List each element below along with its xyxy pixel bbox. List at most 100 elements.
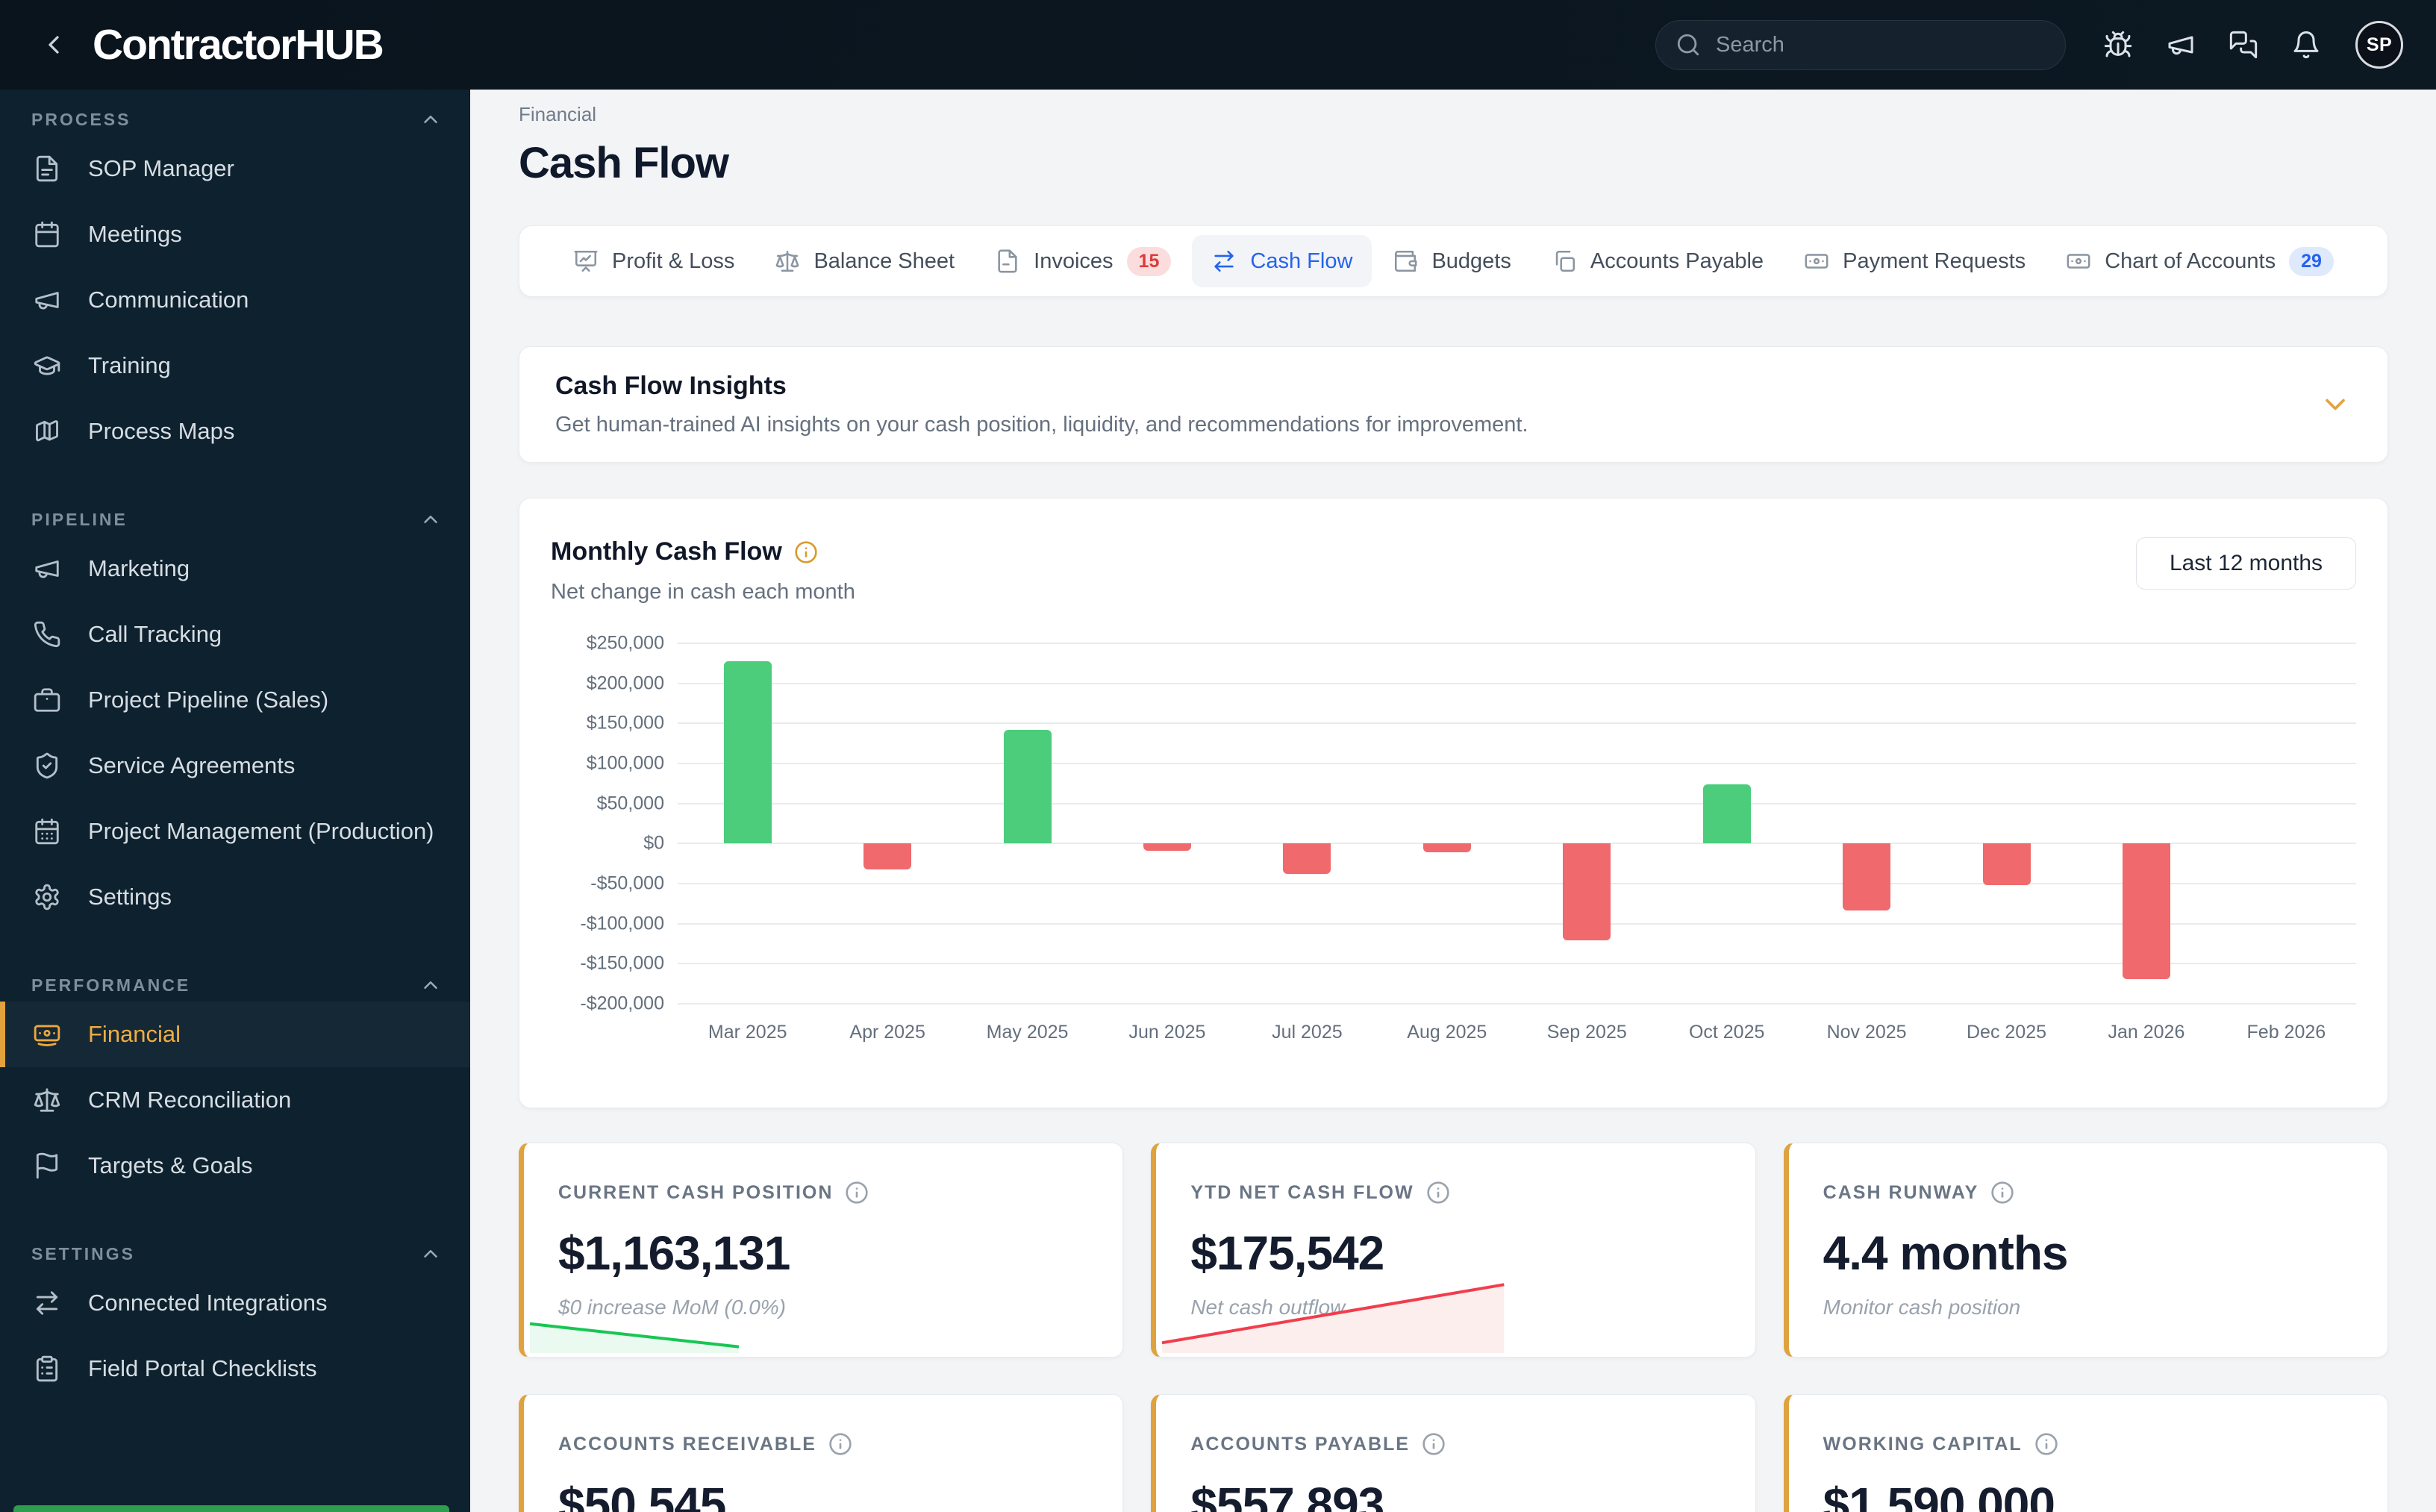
arrows-exchange-icon <box>1214 250 1234 272</box>
sidebar-section-header-settings[interactable]: SETTINGS <box>0 1237 470 1270</box>
clipboard-list-icon <box>36 1355 58 1382</box>
back-button[interactable] <box>33 24 75 66</box>
info-icon[interactable] <box>2034 1432 2058 1456</box>
search-input[interactable] <box>1716 32 2046 57</box>
sidebar-item-sop-manager[interactable]: SOP Manager <box>0 136 470 202</box>
accounts-payable-card: ACCOUNTS PAYABLE $557,893 <box>1151 1394 1756 1512</box>
monthly-cash-flow-card: Monthly Cash Flow Net change in cash eac… <box>519 498 2388 1108</box>
x-axis-label: Mar 2025 <box>708 1022 787 1043</box>
flag-icon <box>36 1152 58 1179</box>
bar-column <box>678 643 817 1004</box>
sidebar-item-training[interactable]: Training <box>0 333 470 399</box>
sidebar-section-performance: PERFORMANCE Financial CRM Reconciliation… <box>0 969 470 1199</box>
sidebar-item-project-management[interactable]: Project Management (Production) <box>0 799 470 864</box>
tab-chart-of-accounts[interactable]: Chart of Accounts 29 <box>2046 234 2353 290</box>
sidebar-item-call-tracking[interactable]: Call Tracking <box>0 602 470 667</box>
shield-check-icon <box>36 752 58 779</box>
info-icon[interactable] <box>1422 1432 1446 1456</box>
info-icon[interactable] <box>828 1432 852 1456</box>
gridline <box>678 762 2356 764</box>
date-range-selector[interactable]: Last 12 months <box>2136 537 2356 590</box>
sidebar-section-process: PROCESS SOP Manager Meetings Communicati… <box>0 103 470 464</box>
bar-column <box>1657 643 1796 1004</box>
megaphone-icon <box>2168 36 2193 55</box>
sidebar-item-meetings[interactable]: Meetings <box>0 202 470 267</box>
cash-flow-bar <box>1422 843 1471 853</box>
tab-profit-and-loss[interactable]: Profit & Loss <box>554 235 754 287</box>
tab-payment-requests[interactable]: Payment Requests <box>1784 235 2045 287</box>
info-icon[interactable] <box>1426 1181 1450 1205</box>
metric-value: $50,545 <box>558 1478 726 1512</box>
sidebar-item-connected-integrations[interactable]: Connected Integrations <box>0 1270 470 1336</box>
wallet-icon <box>1395 250 1417 272</box>
file-icon <box>998 249 1017 273</box>
sidebar-item-targets-goals[interactable]: Targets & Goals <box>0 1133 470 1199</box>
arrows-exchange-icon <box>36 1291 58 1315</box>
info-icon[interactable] <box>1990 1181 2014 1205</box>
sidebar-footer-indicator <box>13 1505 449 1512</box>
cash-flow-bar <box>1563 843 1611 941</box>
chart-y-axis: $250,000 $200,000 $150,000 $100,000 $50,000 $… <box>551 633 678 1014</box>
chevron-up-icon <box>424 516 437 523</box>
bug-report-button[interactable] <box>2102 28 2134 61</box>
sidebar-item-process-maps[interactable]: Process Maps <box>0 399 470 464</box>
announcements-button[interactable] <box>2164 28 2197 61</box>
x-axis-label: Jul 2025 <box>1272 1022 1343 1043</box>
info-icon[interactable] <box>794 540 818 564</box>
chart-plot-area <box>678 643 2356 1005</box>
top-bar: ContractorHUB SP <box>0 0 2436 90</box>
main-content: Financial Cash Flow Profit & Loss Balanc… <box>470 90 2436 1512</box>
tab-accounts-payable[interactable]: Accounts Payable <box>1532 235 1783 287</box>
bar-column <box>1796 643 1936 1004</box>
sidebar-item-project-pipeline[interactable]: Project Pipeline (Sales) <box>0 667 470 733</box>
messages-button[interactable] <box>2227 28 2260 61</box>
metric-label: ACCOUNTS RECEIVABLE <box>558 1433 816 1455</box>
graduation-cap-icon <box>34 356 60 375</box>
sidebar-item-financial[interactable]: Financial <box>0 1002 470 1067</box>
tab-invoices[interactable]: Invoices 15 <box>975 234 1190 290</box>
chevron-down-icon[interactable] <box>2319 388 2352 421</box>
tab-cash-flow[interactable]: Cash Flow <box>1192 235 1372 287</box>
briefcase-icon <box>34 688 60 712</box>
cash-flow-bar <box>723 660 772 844</box>
sidebar-item-field-portal-checklists[interactable]: Field Portal Checklists <box>0 1336 470 1402</box>
pages-copy-icon <box>1555 250 1575 272</box>
tab-balance-sheet[interactable]: Balance Sheet <box>755 235 974 287</box>
banknote-icon <box>1805 254 1828 269</box>
gridline <box>678 963 2356 965</box>
tab-budgets[interactable]: Budgets <box>1373 235 1530 287</box>
sidebar-item-service-agreements[interactable]: Service Agreements <box>0 733 470 799</box>
metric-value: $557,893 <box>1190 1478 1384 1512</box>
sidebar-section-header-pipeline[interactable]: PIPELINE <box>0 503 470 536</box>
notifications-button[interactable] <box>2290 28 2323 61</box>
info-icon[interactable] <box>845 1181 869 1205</box>
phone-icon <box>34 621 60 648</box>
cash-flow-bar <box>2122 843 2170 979</box>
metric-subtext: $0 increase MoM (0.0%) <box>558 1296 787 1319</box>
financial-tab-bar: Profit & Loss Balance Sheet Invoices 15 … <box>519 225 2388 297</box>
gridline <box>678 643 2356 644</box>
chart-subtitle: Net change in cash each month <box>551 580 855 604</box>
sidebar-item-crm-reconciliation[interactable]: CRM Reconciliation <box>0 1067 470 1133</box>
file-text-icon <box>36 155 58 182</box>
sidebar-item-communication[interactable]: Communication <box>0 267 470 333</box>
user-avatar[interactable]: SP <box>2355 21 2403 69</box>
metric-value: $1,590,000 <box>1823 1478 2055 1512</box>
sidebar-section-pipeline: PIPELINE Marketing Call Tracking Project… <box>0 503 470 930</box>
gridline <box>678 1003 2356 1005</box>
search-box[interactable] <box>1655 19 2066 70</box>
scales-icon <box>34 1088 60 1112</box>
x-axis-label: Nov 2025 <box>1826 1022 1907 1043</box>
y-axis-label: -$150,000 <box>580 952 664 974</box>
y-axis-label: -$200,000 <box>580 993 664 1014</box>
chart-title: Monthly Cash Flow <box>551 537 782 566</box>
sidebar-item-settings[interactable]: Settings <box>0 864 470 930</box>
cash-flow-insights-card[interactable]: Cash Flow Insights Get human-trained AI … <box>519 346 2388 463</box>
y-axis-label: $100,000 <box>586 752 664 774</box>
y-axis-label: -$100,000 <box>580 913 664 934</box>
sidebar-section-header-process[interactable]: PROCESS <box>0 103 470 136</box>
presentation-chart-icon <box>574 250 598 272</box>
sidebar-section-header-performance[interactable]: PERFORMANCE <box>0 969 470 1002</box>
x-axis-label: Feb 2026 <box>2246 1022 2326 1043</box>
sidebar-item-marketing[interactable]: Marketing <box>0 536 470 602</box>
